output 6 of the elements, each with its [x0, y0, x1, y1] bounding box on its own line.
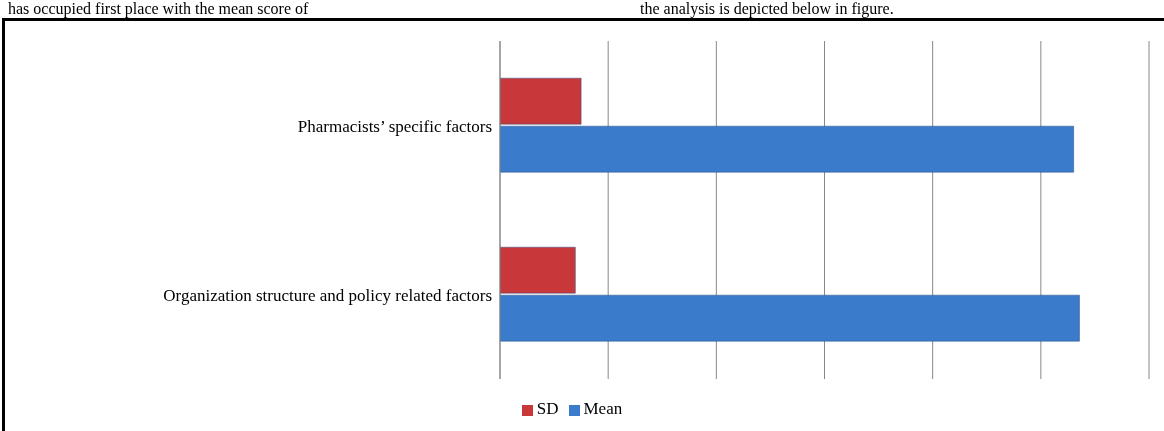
text: the analysis is depicted below in figure. — [640, 0, 894, 18]
legend-label: Mean — [583, 399, 623, 418]
y-tick-label: Organization structure and policy related factors — [163, 285, 492, 305]
legend-label: SD — [536, 399, 559, 418]
text: has occupied first place with the mean score of — [8, 0, 309, 18]
y-tick-label: Pharmacists’ specific factors — [297, 116, 492, 136]
